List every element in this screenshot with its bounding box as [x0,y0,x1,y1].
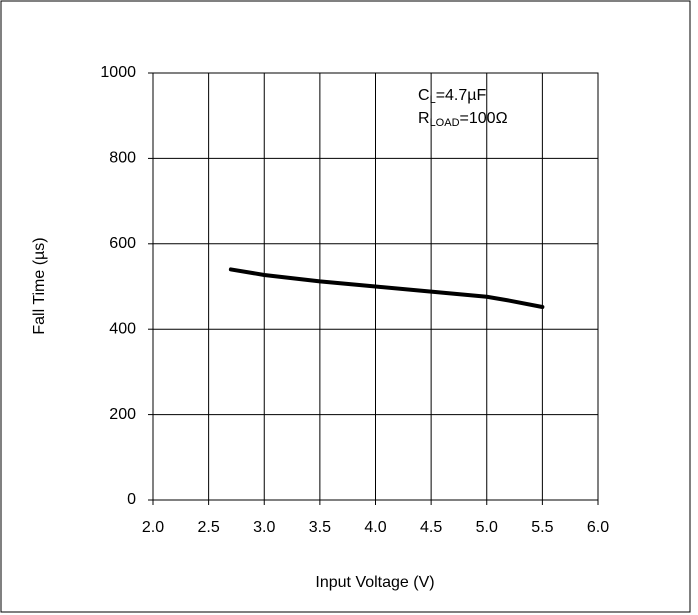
y-tick-label: 600 [109,235,136,252]
annotation-subscript: LOAD [430,117,460,129]
x-tick-label: 5.0 [476,519,498,536]
y-tick-label: 0 [127,491,136,508]
annotation: RLOAD=100Ω [418,110,508,129]
x-tick-label: 2.0 [142,519,164,536]
x-tick-label: 3.5 [309,519,331,536]
x-tick-label: 6.0 [587,519,609,536]
x-tick-label: 2.5 [198,519,220,536]
y-tick-label: 800 [109,150,136,167]
y-axis-label: Fall Time (µs) [31,237,48,334]
x-tick-label: 3.0 [253,519,275,536]
annotation-symbol: R [418,110,430,127]
y-tick-label: 200 [109,406,136,423]
y-tick-label: 1000 [100,64,136,81]
data-line [228,267,545,309]
x-tick-label: 4.5 [420,519,442,536]
annotation-text: =100Ω [460,110,508,127]
annotation: CL=4.7µF [418,87,486,106]
annotation-subscript: L [430,94,436,106]
x-tick-label: 5.5 [531,519,553,536]
y-tick-label: 400 [109,320,136,337]
annotation-symbol: C [418,87,430,104]
annotation-text: =4.7µF [436,87,487,104]
x-tick-label: 4.0 [364,519,386,536]
plot-area [152,72,599,501]
x-axis-label: Input Voltage (V) [315,574,434,591]
